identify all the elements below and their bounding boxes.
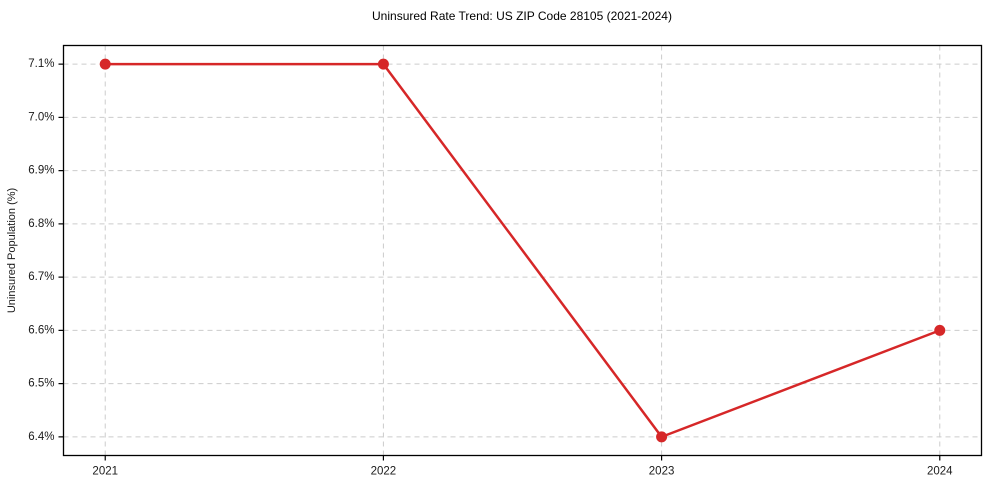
- x-tick-label: 2022: [371, 466, 397, 478]
- x-tick-label: 2024: [927, 466, 953, 478]
- y-tick-label: 7.0%: [28, 111, 54, 123]
- x-tick-label: 2023: [649, 466, 675, 478]
- y-tick-label: 6.6%: [28, 324, 54, 336]
- data-point-marker: [377, 58, 389, 70]
- chart-title: Uninsured Rate Trend: US ZIP Code 28105 …: [372, 9, 672, 23]
- plot-border: [62, 44, 983, 457]
- y-tick-label: 6.9%: [28, 165, 54, 177]
- data-point-marker: [99, 58, 111, 70]
- data-point-marker: [656, 431, 668, 443]
- y-axis-label: Uninsured Population (%): [6, 188, 18, 313]
- y-tick-label: 6.4%: [28, 431, 54, 443]
- y-tick-label: 6.7%: [28, 271, 54, 283]
- y-tick-label: 7.1%: [28, 58, 54, 70]
- y-tick-label: 6.5%: [28, 378, 54, 390]
- data-point-marker: [934, 324, 946, 336]
- x-tick-label: 2021: [92, 466, 118, 478]
- y-tick-label: 6.8%: [28, 218, 54, 230]
- series-line: [103, 62, 942, 439]
